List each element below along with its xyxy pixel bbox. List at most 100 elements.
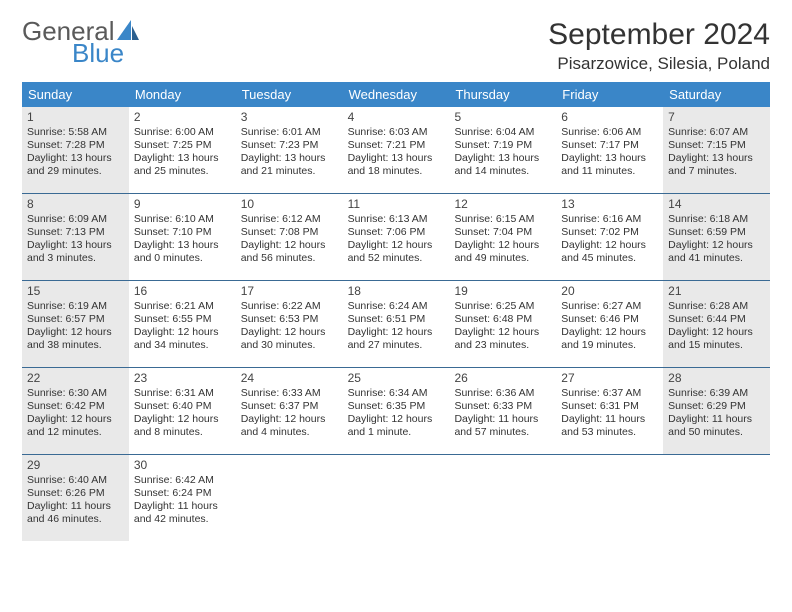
dow-cell: Saturday <box>663 82 770 107</box>
week-row: 1Sunrise: 5:58 AMSunset: 7:28 PMDaylight… <box>22 107 770 194</box>
day-cell <box>556 455 663 541</box>
day-cell: 3Sunrise: 6:01 AMSunset: 7:23 PMDaylight… <box>236 107 343 193</box>
day-number: 22 <box>27 371 124 386</box>
sunset-text: Sunset: 7:15 PM <box>668 139 765 152</box>
sunset-text: Sunset: 7:17 PM <box>561 139 658 152</box>
daylight-text: Daylight: 12 hours and 49 minutes. <box>454 239 551 265</box>
sunrise-text: Sunrise: 6:34 AM <box>348 387 445 400</box>
day-number: 12 <box>454 197 551 212</box>
sunset-text: Sunset: 7:10 PM <box>134 226 231 239</box>
sunrise-text: Sunrise: 6:37 AM <box>561 387 658 400</box>
day-cell: 28Sunrise: 6:39 AMSunset: 6:29 PMDayligh… <box>663 368 770 454</box>
day-cell: 27Sunrise: 6:37 AMSunset: 6:31 PMDayligh… <box>556 368 663 454</box>
location: Pisarzowice, Silesia, Poland <box>548 54 770 74</box>
sunset-text: Sunset: 7:19 PM <box>454 139 551 152</box>
sunset-text: Sunset: 7:28 PM <box>27 139 124 152</box>
daylight-text: Daylight: 11 hours and 50 minutes. <box>668 413 765 439</box>
daylight-text: Daylight: 12 hours and 1 minute. <box>348 413 445 439</box>
day-number: 29 <box>27 458 124 473</box>
day-number: 18 <box>348 284 445 299</box>
day-cell <box>236 455 343 541</box>
daylight-text: Daylight: 12 hours and 56 minutes. <box>241 239 338 265</box>
dow-row: SundayMondayTuesdayWednesdayThursdayFrid… <box>22 82 770 107</box>
day-cell: 6Sunrise: 6:06 AMSunset: 7:17 PMDaylight… <box>556 107 663 193</box>
day-number: 25 <box>348 371 445 386</box>
sunrise-text: Sunrise: 6:39 AM <box>668 387 765 400</box>
sunrise-text: Sunrise: 6:25 AM <box>454 300 551 313</box>
day-cell <box>343 455 450 541</box>
day-number: 16 <box>134 284 231 299</box>
daylight-text: Daylight: 12 hours and 52 minutes. <box>348 239 445 265</box>
day-cell: 8Sunrise: 6:09 AMSunset: 7:13 PMDaylight… <box>22 194 129 280</box>
sunset-text: Sunset: 6:24 PM <box>134 487 231 500</box>
day-number: 7 <box>668 110 765 125</box>
day-number: 28 <box>668 371 765 386</box>
day-number: 21 <box>668 284 765 299</box>
day-cell: 25Sunrise: 6:34 AMSunset: 6:35 PMDayligh… <box>343 368 450 454</box>
sunrise-text: Sunrise: 6:01 AM <box>241 126 338 139</box>
day-number: 15 <box>27 284 124 299</box>
dow-cell: Sunday <box>22 82 129 107</box>
day-cell: 23Sunrise: 6:31 AMSunset: 6:40 PMDayligh… <box>129 368 236 454</box>
day-number: 5 <box>454 110 551 125</box>
sunrise-text: Sunrise: 6:22 AM <box>241 300 338 313</box>
daylight-text: Daylight: 13 hours and 18 minutes. <box>348 152 445 178</box>
daylight-text: Daylight: 12 hours and 23 minutes. <box>454 326 551 352</box>
day-cell: 14Sunrise: 6:18 AMSunset: 6:59 PMDayligh… <box>663 194 770 280</box>
calendar: SundayMondayTuesdayWednesdayThursdayFrid… <box>22 82 770 541</box>
sunrise-text: Sunrise: 6:18 AM <box>668 213 765 226</box>
sunrise-text: Sunrise: 6:12 AM <box>241 213 338 226</box>
dow-cell: Tuesday <box>236 82 343 107</box>
day-number: 3 <box>241 110 338 125</box>
day-cell <box>663 455 770 541</box>
sunset-text: Sunset: 7:13 PM <box>27 226 124 239</box>
sunset-text: Sunset: 6:59 PM <box>668 226 765 239</box>
sunrise-text: Sunrise: 6:13 AM <box>348 213 445 226</box>
sunset-text: Sunset: 6:31 PM <box>561 400 658 413</box>
sunset-text: Sunset: 7:21 PM <box>348 139 445 152</box>
sunrise-text: Sunrise: 6:36 AM <box>454 387 551 400</box>
daylight-text: Daylight: 11 hours and 42 minutes. <box>134 500 231 526</box>
sunrise-text: Sunrise: 6:27 AM <box>561 300 658 313</box>
dow-cell: Thursday <box>449 82 556 107</box>
day-cell: 13Sunrise: 6:16 AMSunset: 7:02 PMDayligh… <box>556 194 663 280</box>
sunset-text: Sunset: 7:06 PM <box>348 226 445 239</box>
title-block: September 2024 Pisarzowice, Silesia, Pol… <box>548 18 770 74</box>
sunrise-text: Sunrise: 6:24 AM <box>348 300 445 313</box>
sunrise-text: Sunrise: 6:30 AM <box>27 387 124 400</box>
daylight-text: Daylight: 13 hours and 29 minutes. <box>27 152 124 178</box>
daylight-text: Daylight: 11 hours and 46 minutes. <box>27 500 124 526</box>
daylight-text: Daylight: 12 hours and 4 minutes. <box>241 413 338 439</box>
dow-cell: Monday <box>129 82 236 107</box>
sunrise-text: Sunrise: 6:00 AM <box>134 126 231 139</box>
month-title: September 2024 <box>548 18 770 52</box>
day-cell: 26Sunrise: 6:36 AMSunset: 6:33 PMDayligh… <box>449 368 556 454</box>
day-number: 27 <box>561 371 658 386</box>
daylight-text: Daylight: 12 hours and 41 minutes. <box>668 239 765 265</box>
day-cell: 30Sunrise: 6:42 AMSunset: 6:24 PMDayligh… <box>129 455 236 541</box>
day-number: 9 <box>134 197 231 212</box>
sunset-text: Sunset: 6:53 PM <box>241 313 338 326</box>
day-cell: 16Sunrise: 6:21 AMSunset: 6:55 PMDayligh… <box>129 281 236 367</box>
daylight-text: Daylight: 13 hours and 3 minutes. <box>27 239 124 265</box>
sunset-text: Sunset: 6:29 PM <box>668 400 765 413</box>
sunset-text: Sunset: 6:33 PM <box>454 400 551 413</box>
daylight-text: Daylight: 12 hours and 12 minutes. <box>27 413 124 439</box>
sunrise-text: Sunrise: 6:42 AM <box>134 474 231 487</box>
daylight-text: Daylight: 12 hours and 15 minutes. <box>668 326 765 352</box>
day-number: 17 <box>241 284 338 299</box>
sunset-text: Sunset: 7:25 PM <box>134 139 231 152</box>
sunrise-text: Sunrise: 6:07 AM <box>668 126 765 139</box>
daylight-text: Daylight: 11 hours and 53 minutes. <box>561 413 658 439</box>
logo-line2: Blue <box>72 40 139 66</box>
day-cell <box>449 455 556 541</box>
dow-cell: Friday <box>556 82 663 107</box>
day-number: 2 <box>134 110 231 125</box>
day-number: 24 <box>241 371 338 386</box>
sunrise-text: Sunrise: 6:40 AM <box>27 474 124 487</box>
week-row: 15Sunrise: 6:19 AMSunset: 6:57 PMDayligh… <box>22 281 770 368</box>
sunrise-text: Sunrise: 6:15 AM <box>454 213 551 226</box>
day-number: 23 <box>134 371 231 386</box>
sunset-text: Sunset: 6:51 PM <box>348 313 445 326</box>
daylight-text: Daylight: 13 hours and 14 minutes. <box>454 152 551 178</box>
